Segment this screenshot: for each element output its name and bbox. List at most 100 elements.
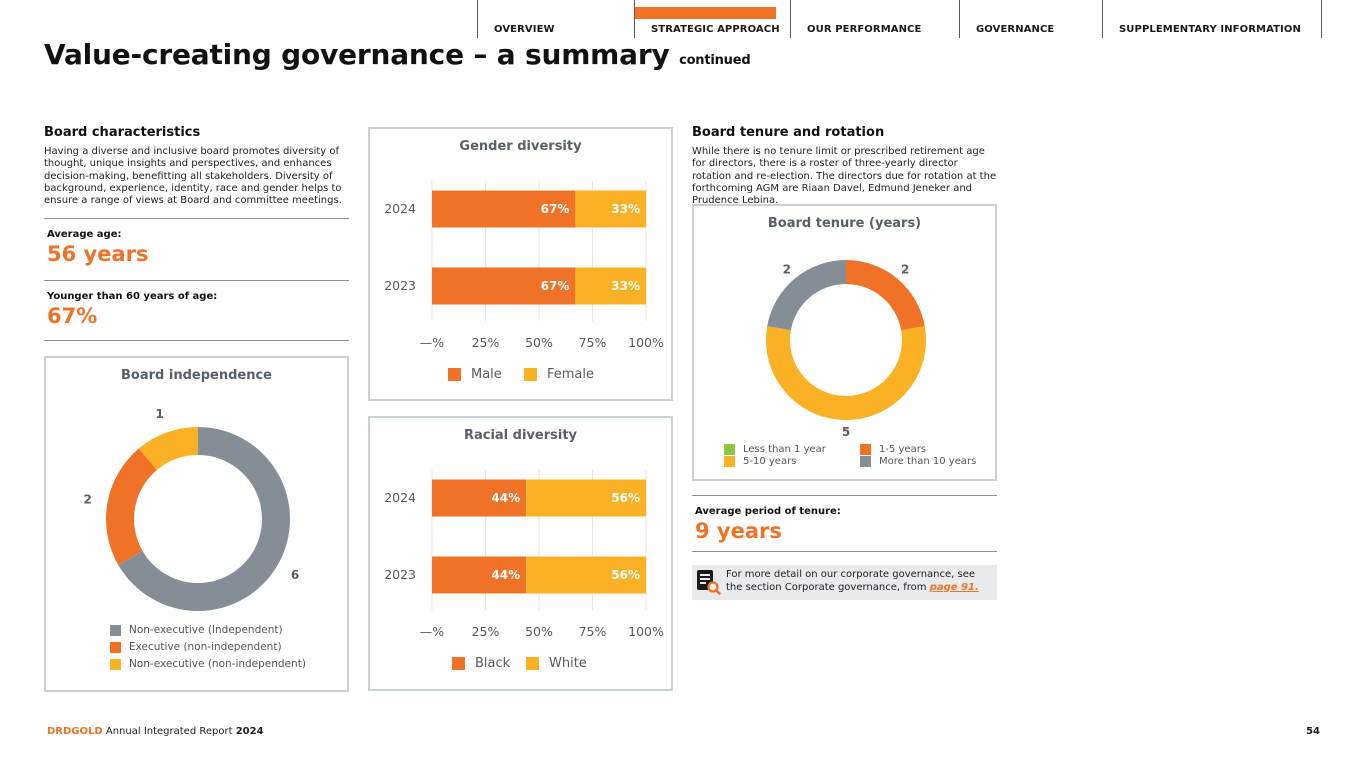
x-tick-label: 25% [472,624,500,639]
legend-label: Male [471,367,502,382]
document-search-icon [697,570,721,595]
chart-title: Board tenure (years) [767,216,922,231]
legend-swatch [724,444,735,455]
younger-than-60-stat: Younger than 60 years of age: 67% [44,280,349,341]
y-category-label: 2023 [384,567,416,582]
average-tenure-stat: Average period of tenure: 9 years [692,495,997,552]
legend-swatch [448,368,461,381]
stat-value: 9 years [695,519,782,543]
nav-tab-label: STRATEGIC APPROACH [651,24,780,35]
reference-text: For more detail on our corporate governa… [726,569,976,593]
board-independence-panel: Board independence 6 2 1 Non-executive (In… [44,356,349,692]
bar-data-label: 67% [541,279,570,293]
board-independence-donut: 6 2 1 [84,407,299,611]
page-91-link[interactable]: page 91. [929,581,979,593]
legend-item: Non-executive (non-independent) [110,658,306,670]
legend-swatch [860,456,871,467]
chart-title: Racial diversity [463,428,578,443]
slice-value-label: 5 [842,425,850,439]
legend-swatch [860,444,871,455]
bar-data-label: 44% [491,491,520,505]
bar-segment [526,556,646,594]
gender-diversity-panel: Gender diversity —% 25% 50% 75% 100% 2024 67% 3… [368,127,673,401]
slice-value-label: 2 [901,263,909,277]
nav-tab-label: GOVERNANCE [976,24,1055,35]
nav-tab-our-performance[interactable]: OUR PERFORMANCE [790,0,959,38]
slice-value-label: 2 [84,493,92,507]
bar-segment [432,267,576,305]
board-characteristics-section: Board characteristics Having a diverse a… [44,125,349,341]
nav-tab-overview[interactable]: OVERVIEW [477,0,634,38]
x-tick-label: 100% [628,335,664,350]
legend-item: Black [452,656,510,671]
legend-item: White [526,656,587,671]
slice-value-label: 2 [783,263,791,277]
legend-item: Executive (non-independent) [110,641,282,653]
nav-tab-label: SUPPLEMENTARY INFORMATION [1119,24,1301,35]
legend-swatch [110,641,121,653]
bar-segment [526,479,646,517]
legend-label: 5-10 years [743,456,797,467]
y-category-label: 2023 [384,278,416,293]
footer-year: 2024 [235,726,264,737]
nav-tab-supplementary-information[interactable]: SUPPLEMENTARY INFORMATION [1102,0,1322,38]
legend-swatch [452,657,465,670]
racial-diversity-panel: Racial diversity —% 25% 50% 75% 100% 2024 44% 5… [368,416,673,691]
legend-label: More than 10 years [879,456,977,467]
legend-swatch [524,368,537,381]
stat-value: 67% [47,304,98,328]
footer-brand: DRDGOLD [47,726,103,737]
gender-diversity-chart: —% 25% 50% 75% 100% 2024 67% 33% 2023 67% 33% [384,181,664,350]
legend-item: Non-executive (Independent) [110,624,283,636]
bar-data-label: 33% [611,279,640,293]
bar-data-label: 67% [541,202,570,216]
donut-slice [846,260,925,331]
donut-slice [138,427,198,470]
page-title-main: Value-creating governance – a summary [44,38,670,71]
x-tick-label: 25% [472,335,500,350]
nav-tab-label: OVERVIEW [494,24,555,35]
legend-item: 1-5 years [860,444,926,455]
active-tab-indicator [635,7,776,19]
x-tick-label: 50% [525,335,553,350]
x-tick-label: 75% [579,624,607,639]
legend-swatch [724,456,735,467]
legend-label: Female [547,367,595,382]
page-number: 54 [1306,726,1320,737]
y-category-label: 2024 [384,201,416,216]
x-tick-label: —% [420,335,445,350]
stat-label: Average age: [47,229,122,240]
legend-swatch [110,658,121,670]
nav-tab-governance[interactable]: GOVERNANCE [959,0,1102,38]
legend-label: Black [475,656,511,671]
x-tick-label: 75% [579,335,607,350]
stat-value: 56 years [47,242,149,266]
bar-data-label: 44% [491,568,520,582]
bar-data-label: 56% [611,491,640,505]
y-category-label: 2024 [384,490,416,505]
legend-label: Non-executive (Independent) [129,624,283,636]
x-tick-label: 100% [628,624,664,639]
legend-label: White [549,656,587,671]
chart-title: Board independence [121,368,272,383]
legend-item: Male [448,367,502,382]
footer-report: Annual Integrated Report [105,726,233,737]
racial-diversity-chart: —% 25% 50% 75% 100% 2024 44% 56% 2023 44% 56% [384,470,664,639]
x-tick-label: 50% [525,624,553,639]
legend-item: Less than 1 year [724,444,826,455]
section-heading: Board characteristics [44,125,201,140]
nav-tab-label: OUR PERFORMANCE [807,24,922,35]
bar-data-label: 33% [611,202,640,216]
donut-slice [767,260,846,331]
governance-reference-box: For more detail on our corporate governa… [692,565,997,600]
board-tenure-panel: Board tenure (years) 2 5 2 Less than 1 yea… [692,204,997,481]
legend-swatch [526,657,539,670]
bar-segment [575,190,646,228]
slice-value-label: 1 [156,407,164,421]
footer: DRDGOLD Annual Integrated Report 2024 [47,726,264,737]
bar-segment [432,190,576,228]
nav-tab-strategic-approach[interactable]: STRATEGIC APPROACH [634,0,790,38]
legend-item: Female [524,367,594,382]
x-tick-label: —% [420,624,445,639]
legend-label: Less than 1 year [743,444,826,455]
